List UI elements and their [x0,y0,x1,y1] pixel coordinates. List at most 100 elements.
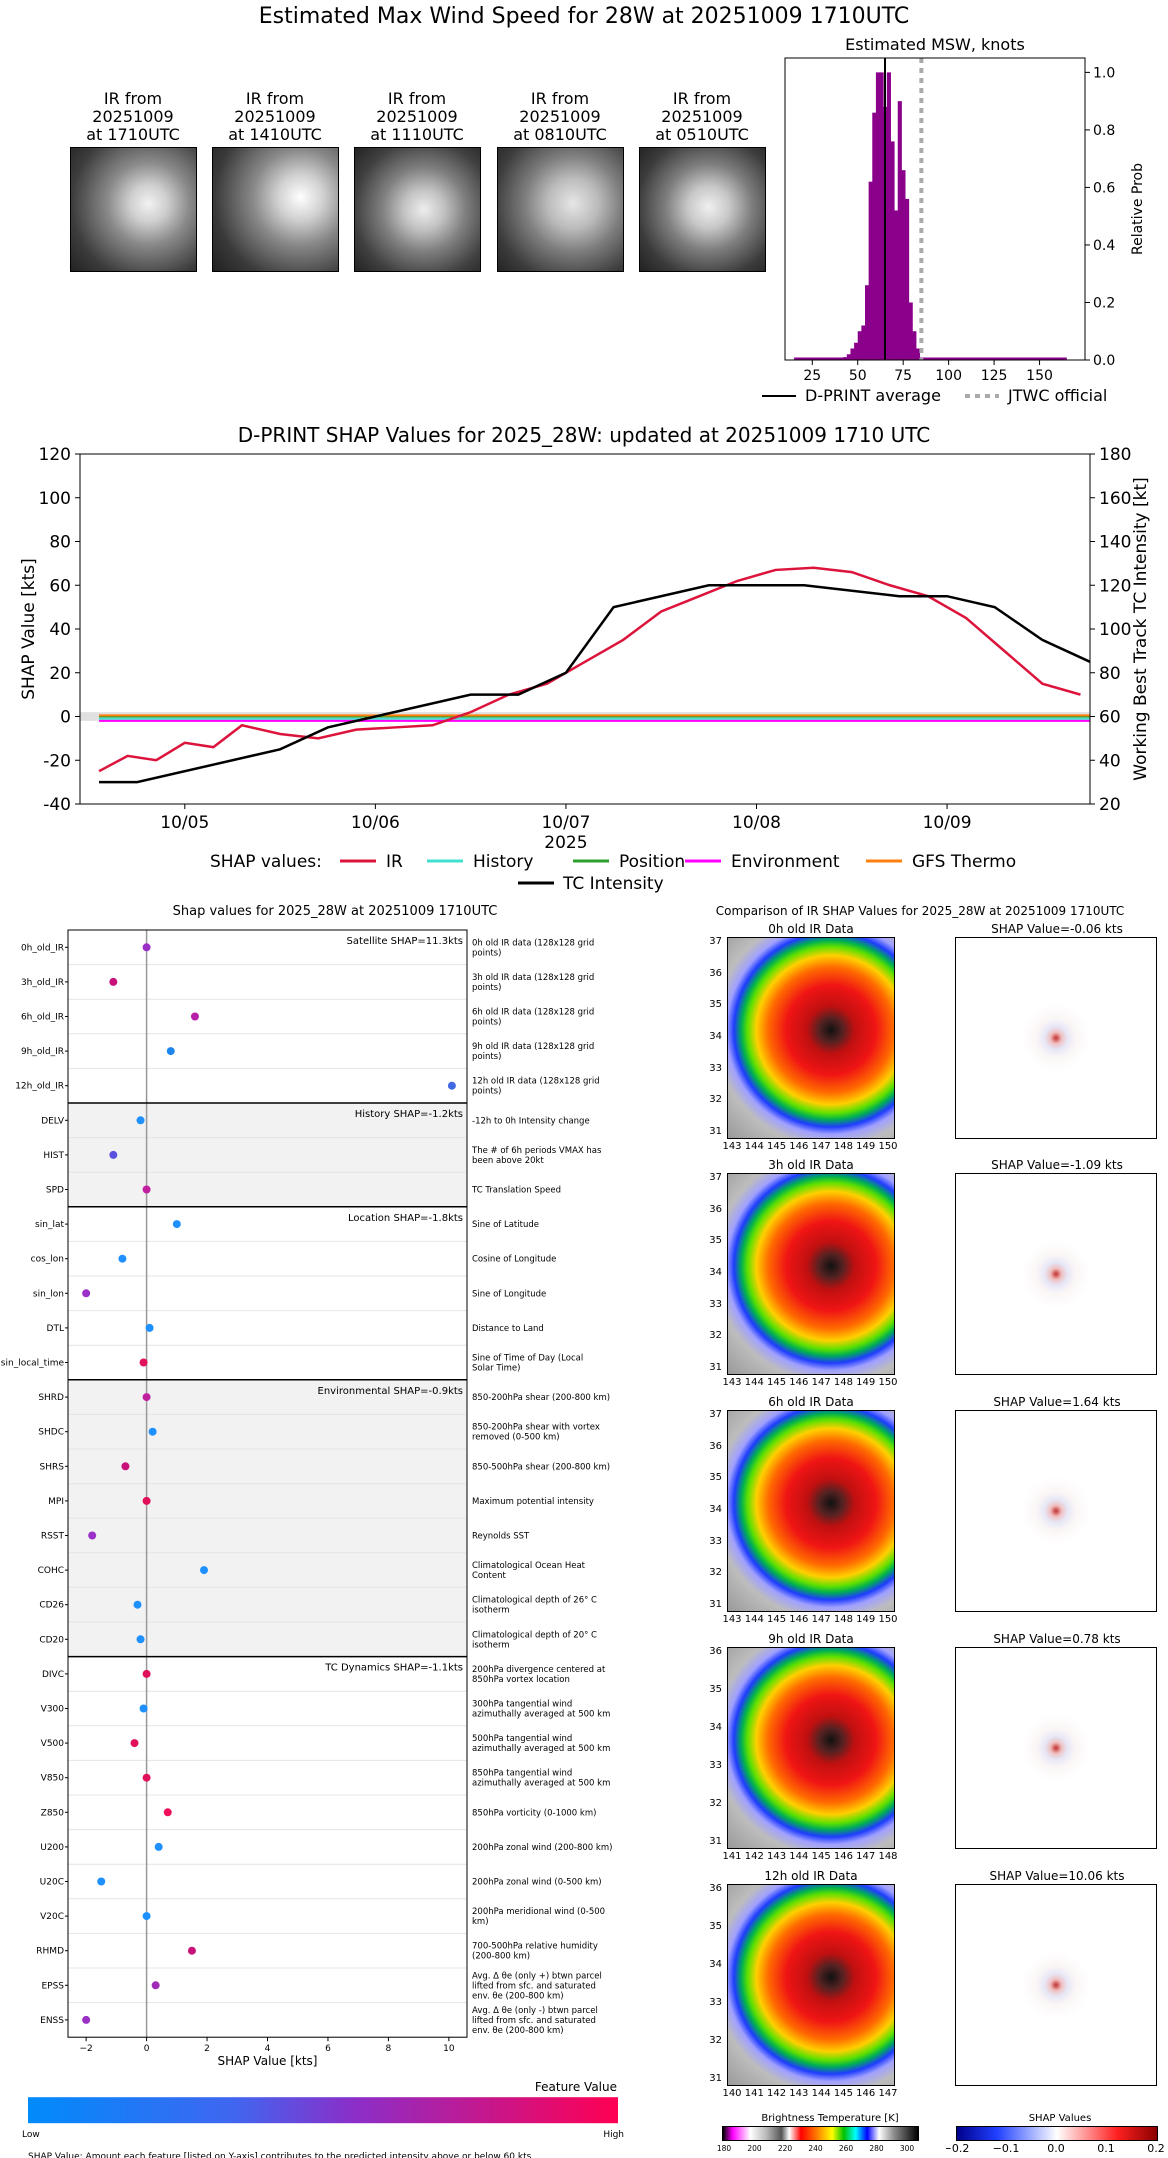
ir-x-tick-label: 146 [833,1851,853,1862]
histogram-bar [846,354,851,360]
shap-tick-label: −0.2 [946,2142,969,2155]
feature-description: points) [472,1018,501,1028]
histogram-title: Estimated MSW, knots [845,35,1025,54]
ir-y-tick-label: 31 [709,1362,722,1373]
ir-y-tick-label: 33 [709,1062,722,1074]
ir-y-tick-label: 36 [709,1646,722,1657]
feature-name: cos_lon [31,1255,64,1265]
x-tick-label: 125 [981,368,1008,384]
ir-x-tick-label: 149 [856,1614,876,1625]
ir-y-tick-label: 31 [709,2073,722,2084]
ir-image [727,1173,895,1375]
group-shade [68,1103,467,1207]
y2-tick-label: 100 [1099,620,1131,640]
ir-x-tick-label: 146 [789,1141,809,1152]
ir-thumbnail [70,147,197,272]
thumb-caption-line3: at 1410UTC [228,125,322,144]
feature-dot [136,1635,145,1644]
feature-name: RHMD [36,1947,64,1957]
feature-description: lifted from sfc. and saturated [472,1981,596,1991]
ir-thumbnail [212,147,339,272]
x-tick-label: 10/08 [732,813,781,833]
feature-dot [145,1323,154,1332]
feature-name: 0h_old_IR [21,943,64,953]
ir-thumbnail [354,147,481,272]
feature-description: points) [472,1087,501,1097]
x-tick-label: 25 [803,368,821,384]
shap-panel-title: Shap values for 2025_28W at 20251009 171… [172,904,498,919]
feature-description: 200hPa zonal wind (0-500 km) [472,1878,602,1888]
feature-description: Avg. Δ θe (only -) btwn parcel [472,2006,598,2016]
y-tick-label: 0 [60,708,71,728]
y-tick-label: 0.8 [1093,123,1115,139]
x-tick-label: −2 [79,2044,92,2054]
feature-dot [142,1496,151,1505]
x-tick-label: 2 [204,2044,210,2054]
feature-description: isotherm [472,1640,510,1650]
ir-y-tick-label: 36 [709,1203,722,1215]
feature-name: HIST [43,1151,64,1161]
feature-dot [142,1393,151,1402]
ir-x-tick-label: 148 [833,1141,853,1152]
feature-description: azimuthally averaged at 500 km [472,1744,610,1754]
ir-x-tick-label: 148 [833,1377,853,1388]
x-tick-label: 100 [935,368,962,384]
legend-label: Position [619,852,685,872]
legend-label: IR [386,852,403,872]
colorbar-low: Low [22,2130,40,2140]
shap-colorbar-title: SHAP Values [1028,2113,1092,2124]
shap-colorbar-ticks: −0.2 −0.1 0.0 0.1 0.2 [946,2142,1165,2155]
ir-image-title: 0h old IR Data [768,922,854,936]
feature-description: Cosine of Longitude [472,1255,556,1265]
y-tick-label: 60 [49,576,71,596]
feature-dot [142,1669,151,1678]
feature-name: DIVC [42,1670,64,1680]
feature-name: SPD [46,1186,64,1196]
ir-x-tick-label: 150 [878,1614,898,1625]
ir-y-tick-label: 35 [709,1684,722,1695]
feature-name: SHRS [40,1462,65,1472]
feature-description: 200hPa meridional wind (0-500 [472,1907,605,1917]
group-label: Location SHAP=-1.8kts [348,1213,463,1224]
feature-description: Sine of Longitude [472,1289,546,1299]
feature-dot [130,1739,139,1748]
shap-feature-plot: Satellite SHAP=11.3kts History SHAP=-1.2k… [1,929,624,2158]
ir-x-tick-label: 142 [767,2088,787,2099]
timeseries-y2label: Working Best Track TC Intensity [kt] [1131,477,1151,781]
ir-x-tick-label: 143 [722,1614,742,1625]
feature-description: 3h old IR data (128x128 grid [472,973,594,983]
shap-timeseries-chart: D-PRINT SHAP Values for 2025_28W: update… [19,423,1151,894]
ir-x-tick-label: 140 [722,2088,742,2099]
y-tick-label: 0.4 [1093,238,1115,254]
ir-x-tick-label: 144 [789,1851,809,1862]
ir-x-tick-label: 147 [811,1141,831,1152]
thumb-caption-line1: IR from [387,89,447,108]
ir-x-tick-label: 144 [811,2088,831,2099]
bt-tick-label: 220 [778,2144,793,2153]
legend-label: Environment [731,852,840,872]
feature-description: 9h old IR data (128x128 grid [472,1042,594,1052]
feature-dot [142,1773,151,1782]
ir-y-tick-label: 33 [709,1760,722,1771]
timeseries-ylabel: SHAP Value [kts] [19,558,39,700]
histogram-bar [905,198,910,360]
bt-tick-label: 200 [747,2144,762,2153]
ir-y-tick-label: 32 [709,1567,722,1579]
feature-name: EPSS [41,1981,64,1991]
feature-dot [82,2015,91,2024]
histogram-ylabel: Relative Prob [1130,163,1146,255]
histogram-bar [894,210,899,360]
feature-dot [133,1600,142,1609]
x-tick-label: 75 [894,368,912,384]
feature-description: 850hPa tangential wind [472,1769,572,1779]
feature-description: Sine of Latitude [472,1220,539,1230]
bt-colorbar-ticks: 180 200 220 240 260 280 300 [717,2144,915,2153]
group-label: Satellite SHAP=11.3kts [347,936,463,947]
feature-name: CD20 [39,1635,64,1645]
feature-description: (200-800 km) [472,1952,530,1962]
shap-image-title: SHAP Value=10.06 kts [989,1869,1125,1883]
bt-tick-label: 280 [869,2144,884,2153]
feature-dot [187,1946,196,1955]
x-tick-label: 4 [265,2044,271,2054]
feature-dot [118,1254,127,1263]
